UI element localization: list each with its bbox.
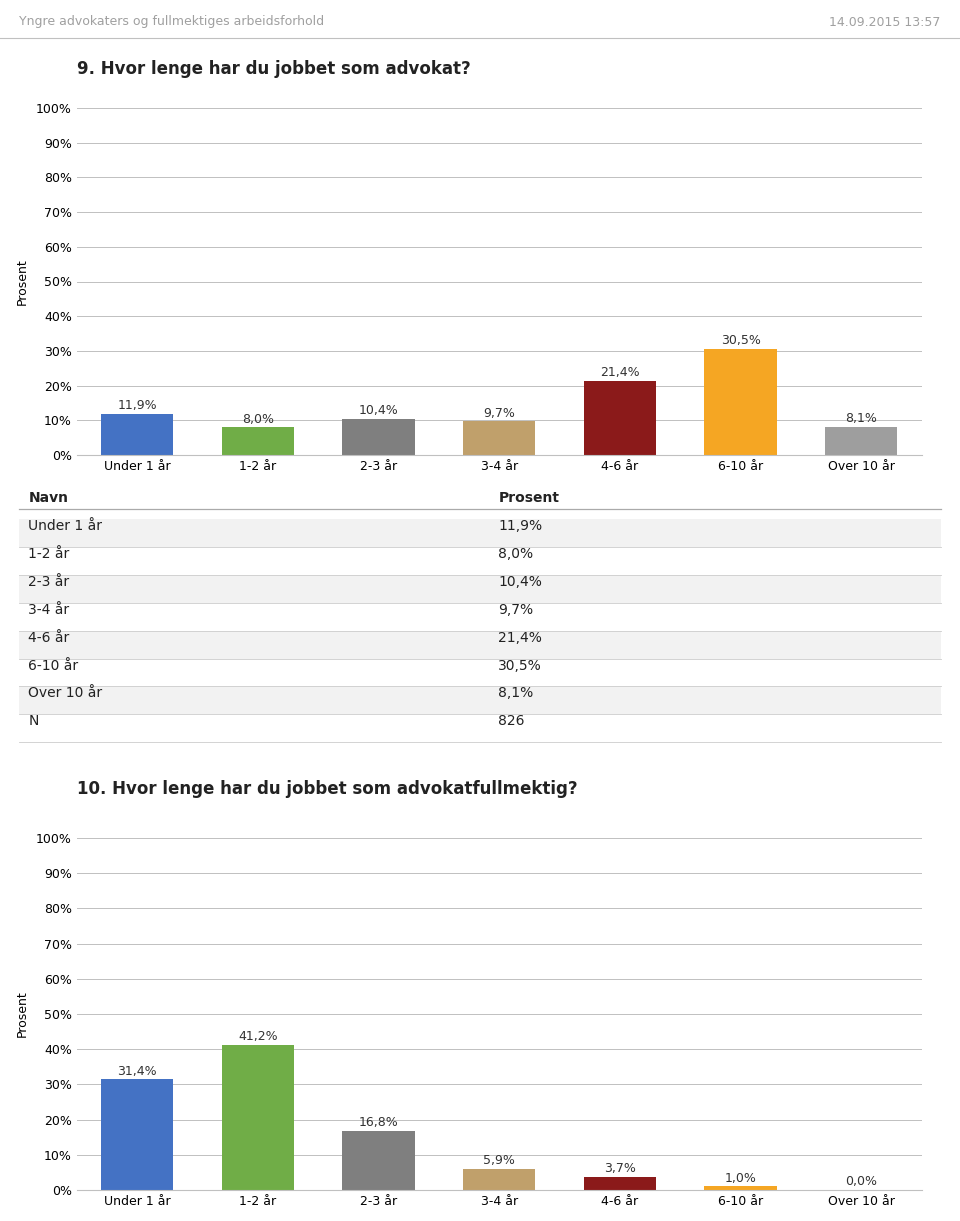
Text: N: N: [29, 714, 38, 728]
Text: 9,7%: 9,7%: [498, 603, 534, 617]
Text: 31,4%: 31,4%: [117, 1065, 156, 1078]
Text: 11,9%: 11,9%: [498, 519, 542, 534]
Text: 5,9%: 5,9%: [483, 1155, 516, 1167]
Text: 30,5%: 30,5%: [498, 658, 542, 673]
Bar: [584, 1177, 656, 1190]
Text: 21,4%: 21,4%: [600, 366, 639, 379]
Bar: [101, 1079, 174, 1190]
Text: 6-10 år: 6-10 år: [29, 658, 79, 673]
Text: 41,2%: 41,2%: [238, 1031, 277, 1043]
Text: Navn: Navn: [29, 491, 68, 505]
Bar: [705, 1187, 777, 1190]
Text: Over 10 år: Over 10 år: [29, 686, 103, 701]
Text: 826: 826: [498, 714, 525, 728]
Bar: [705, 349, 777, 455]
Bar: [343, 419, 415, 455]
Bar: [825, 427, 898, 455]
Text: 4-6 år: 4-6 år: [29, 630, 70, 645]
Bar: [463, 1170, 536, 1190]
Text: 8,0%: 8,0%: [498, 547, 534, 560]
Text: 10. Hvor lenge har du jobbet som advokatfullmektig?: 10. Hvor lenge har du jobbet som advokat…: [77, 780, 577, 799]
Text: 30,5%: 30,5%: [721, 335, 760, 348]
Text: Under 1 år: Under 1 år: [29, 519, 103, 534]
Bar: [343, 1131, 415, 1190]
Bar: [101, 414, 174, 455]
Text: 21,4%: 21,4%: [498, 630, 542, 645]
Text: 3-4 år: 3-4 år: [29, 603, 69, 617]
Text: 0,0%: 0,0%: [845, 1176, 877, 1188]
Text: 9. Hvor lenge har du jobbet som advokat?: 9. Hvor lenge har du jobbet som advokat?: [77, 60, 470, 78]
Text: 1-2 år: 1-2 år: [29, 547, 70, 560]
Bar: [222, 427, 294, 455]
Text: 2-3 år: 2-3 år: [29, 575, 69, 589]
Text: 1,0%: 1,0%: [725, 1172, 756, 1184]
Text: 8,0%: 8,0%: [242, 413, 274, 425]
Text: 11,9%: 11,9%: [117, 399, 156, 411]
Text: 8,1%: 8,1%: [498, 686, 534, 701]
Text: 9,7%: 9,7%: [483, 407, 516, 420]
Text: Yngre advokaters og fullmektiges arbeidsforhold: Yngre advokaters og fullmektiges arbeids…: [19, 16, 324, 28]
Bar: [222, 1045, 294, 1190]
Text: 10,4%: 10,4%: [498, 575, 542, 589]
Text: 14.09.2015 13:57: 14.09.2015 13:57: [829, 16, 941, 28]
Y-axis label: Prosent: Prosent: [16, 990, 29, 1038]
Text: 3,7%: 3,7%: [604, 1162, 636, 1176]
Y-axis label: Prosent: Prosent: [16, 258, 29, 305]
Text: Prosent: Prosent: [498, 491, 560, 505]
Text: 16,8%: 16,8%: [359, 1116, 398, 1129]
Bar: [584, 381, 656, 455]
Bar: [463, 421, 536, 455]
Text: 10,4%: 10,4%: [359, 404, 398, 418]
Text: 8,1%: 8,1%: [846, 413, 877, 425]
